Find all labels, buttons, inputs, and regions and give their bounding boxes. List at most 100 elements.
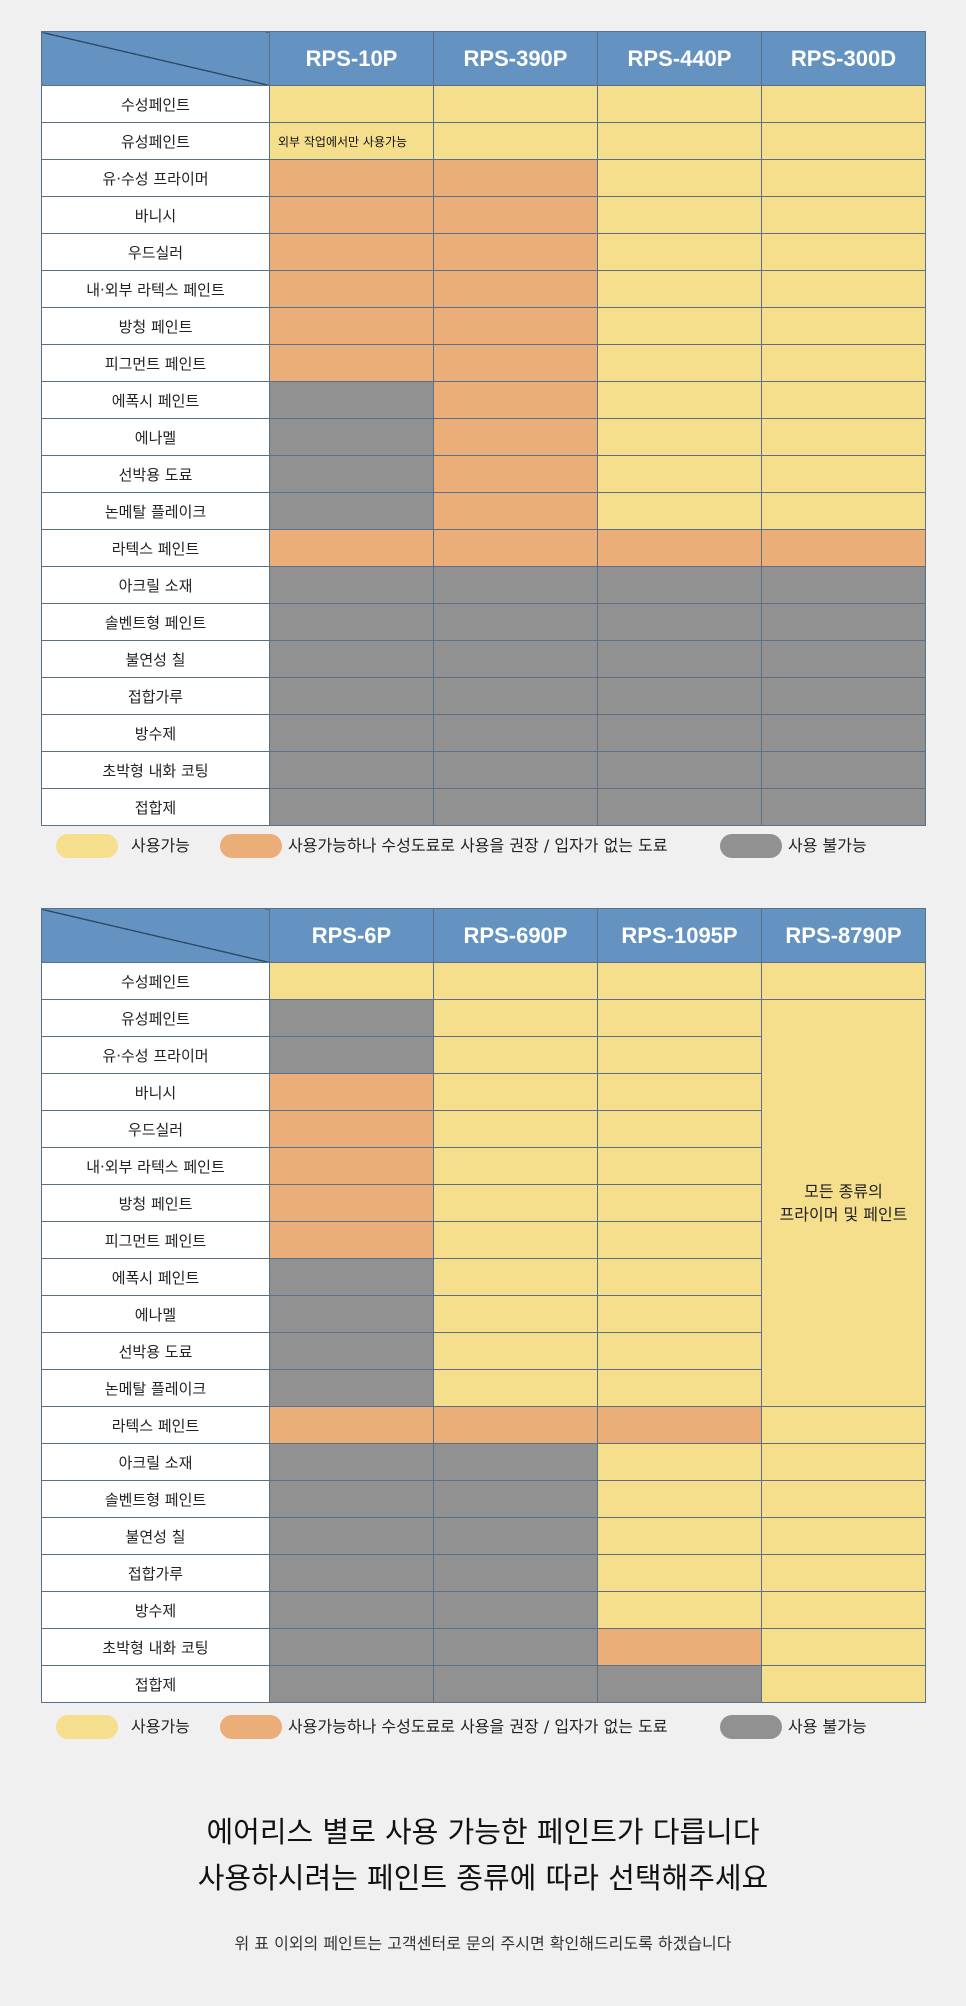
paint-type-label: 유·수성 프라이머 — [41, 1036, 270, 1074]
status-cell — [761, 788, 926, 826]
table-row: 방청 페인트 — [41, 307, 926, 345]
table-row: 접합가루 — [41, 677, 926, 715]
status-cell — [761, 196, 926, 234]
status-cell — [433, 85, 598, 123]
paint-type-label: 접합제 — [41, 1665, 270, 1703]
status-cell — [597, 962, 762, 1000]
table-row: 피그먼트 페인트 — [41, 1221, 926, 1259]
status-cell — [269, 1295, 434, 1333]
status-cell — [597, 677, 762, 715]
status-cell — [433, 714, 598, 752]
status-cell — [597, 566, 762, 604]
status-cell — [433, 677, 598, 715]
status-cell — [761, 1591, 926, 1629]
status-cell — [761, 640, 926, 678]
table-row: 유성페인트 모든 종류의 프라이머 및 페인트 — [41, 999, 926, 1407]
table-row: 유성페인트 외부 작업에서만 사용가능 — [41, 122, 926, 160]
table-row: 바니시 — [41, 196, 926, 234]
status-note-cell: 외부 작업에서만 사용가능 — [269, 122, 434, 160]
status-cell — [761, 1517, 926, 1555]
status-cell — [433, 1147, 598, 1185]
status-cell — [433, 1332, 598, 1370]
status-cell — [269, 529, 434, 567]
table-row: 수성페인트 — [41, 85, 926, 123]
status-cell — [269, 1628, 434, 1666]
status-cell — [597, 1332, 762, 1370]
status-cell — [433, 307, 598, 345]
status-cell — [597, 492, 762, 530]
table-row: 논메탈 플레이크 — [41, 492, 926, 530]
status-cell — [761, 344, 926, 382]
paint-type-label: 아크릴 소재 — [41, 1443, 270, 1481]
paint-type-label: 접합가루 — [41, 1554, 270, 1592]
status-cell — [597, 1369, 762, 1407]
model-header: RPS-8790P — [761, 908, 926, 963]
paint-type-label: 접합가루 — [41, 677, 270, 715]
table-row: 우드실러 — [41, 1110, 926, 1148]
status-cell — [269, 999, 434, 1037]
status-cell — [433, 270, 598, 308]
status-cell — [597, 1443, 762, 1481]
status-cell — [597, 1110, 762, 1148]
paint-type-label: 초박형 내화 코팅 — [41, 751, 270, 789]
status-cell — [433, 640, 598, 678]
table-row: 접합가루 — [41, 1554, 926, 1592]
paint-type-label: 불연성 칠 — [41, 1517, 270, 1555]
status-cell — [433, 1073, 598, 1111]
status-cell — [433, 381, 598, 419]
paint-type-label: 라텍스 페인트 — [41, 529, 270, 567]
status-cell — [433, 1406, 598, 1444]
paint-type-label: 유·수성 프라이머 — [41, 159, 270, 197]
status-cell — [269, 418, 434, 456]
status-cell — [269, 1184, 434, 1222]
status-cell — [597, 270, 762, 308]
status-cell — [597, 1073, 762, 1111]
table-row: 솔벤트형 페인트 — [41, 603, 926, 641]
legend-swatch-available — [56, 834, 118, 858]
status-cell — [269, 1554, 434, 1592]
status-cell — [433, 1628, 598, 1666]
table-row: 내·외부 라텍스 페인트 — [41, 1147, 926, 1185]
paint-type-label: 내·외부 라텍스 페인트 — [41, 1147, 270, 1185]
paint-type-label: 우드실러 — [41, 1110, 270, 1148]
paint-type-label: 우드실러 — [41, 233, 270, 271]
status-cell — [761, 1480, 926, 1518]
status-cell — [269, 196, 434, 234]
status-cell — [433, 1443, 598, 1481]
status-cell — [597, 1406, 762, 1444]
paint-type-label: 접합제 — [41, 788, 270, 826]
status-cell — [597, 714, 762, 752]
table-row: 에폭시 페인트 — [41, 381, 926, 419]
paint-type-label: 에나멜 — [41, 418, 270, 456]
status-cell — [269, 270, 434, 308]
status-cell — [269, 159, 434, 197]
status-cell — [433, 1258, 598, 1296]
paint-type-label: 내·외부 라텍스 페인트 — [41, 270, 270, 308]
status-cell — [597, 159, 762, 197]
status-cell — [433, 1480, 598, 1518]
paint-type-label: 초박형 내화 코팅 — [41, 1628, 270, 1666]
paint-type-label: 방청 페인트 — [41, 1184, 270, 1222]
status-cell — [597, 85, 762, 123]
legend-label-recommend: 사용가능하나 수성도료로 사용을 권장 / 입자가 없는 도료 — [288, 1717, 668, 1736]
status-cell — [761, 1443, 926, 1481]
status-cell — [597, 788, 762, 826]
table-row: 에폭시 페인트 — [41, 1258, 926, 1296]
table-row: 수성페인트 — [41, 962, 926, 1000]
legend-label-unavailable: 사용 불가능 — [788, 1717, 867, 1736]
status-cell — [597, 1184, 762, 1222]
status-cell — [269, 492, 434, 530]
status-cell — [597, 1258, 762, 1296]
status-cell — [269, 1406, 434, 1444]
legend-swatch-unavailable — [720, 834, 782, 858]
status-cell — [597, 381, 762, 419]
status-cell — [761, 1406, 926, 1444]
status-cell — [269, 603, 434, 641]
status-cell — [269, 1147, 434, 1185]
status-cell — [433, 1184, 598, 1222]
status-cell — [761, 751, 926, 789]
paint-type-label: 수성페인트 — [41, 962, 270, 1000]
status-cell — [269, 1221, 434, 1259]
table-row: 방수제 — [41, 714, 926, 752]
table-row: 초박형 내화 코팅 — [41, 751, 926, 789]
